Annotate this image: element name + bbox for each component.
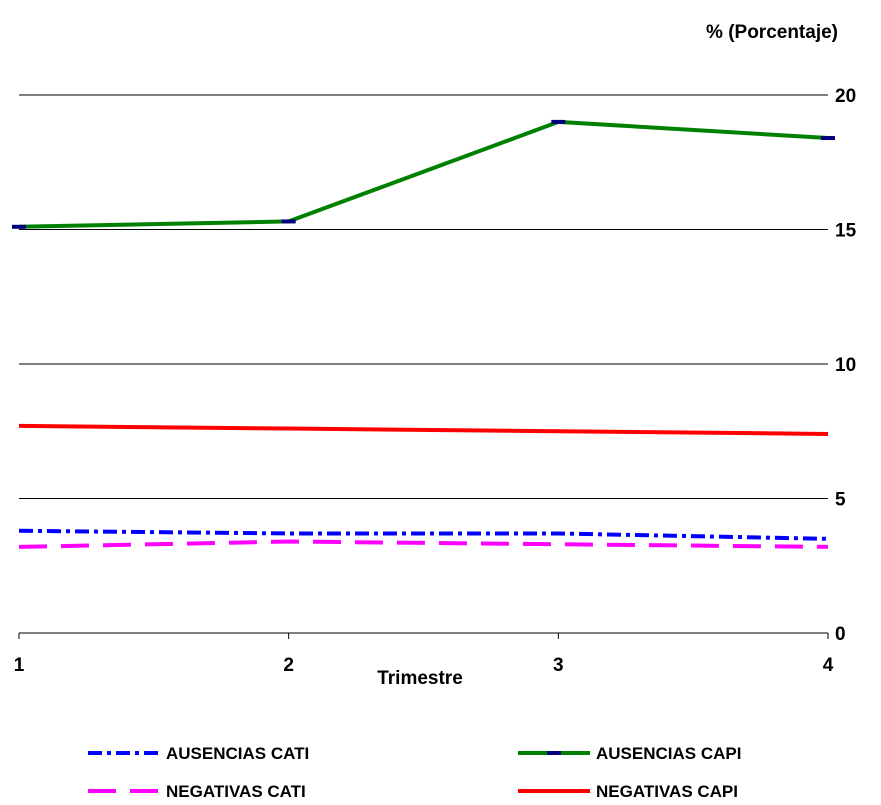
x-tick-label: 3 — [553, 655, 564, 676]
x-axis-title: Trimestre — [377, 668, 463, 689]
series-line — [18, 539, 829, 549]
series-line — [18, 528, 829, 541]
x-axis-ticks: 1 2 3 4 — [14, 633, 834, 676]
series-line — [18, 423, 829, 436]
y-tick-label: 0 — [835, 624, 846, 645]
legend-label: AUSENCIAS CATI — [166, 744, 309, 763]
y-tick-label: 5 — [835, 490, 846, 511]
y-tick-label: 20 — [835, 86, 856, 107]
x-tick-label: 4 — [823, 655, 834, 676]
y-tick-label: 15 — [835, 221, 857, 242]
y-tick-label: 10 — [835, 355, 856, 376]
legend-label: NEGATIVAS CATI — [166, 782, 306, 801]
series-lines — [12, 119, 835, 549]
legend: AUSENCIAS CATI AUSENCIAS CAPI NEGATIVAS CA… — [88, 744, 741, 801]
x-tick-label: 1 — [14, 655, 25, 676]
legend-label: NEGATIVAS CAPI — [596, 782, 738, 801]
x-tick-label: 2 — [283, 655, 294, 676]
legend-label: AUSENCIAS CAPI — [596, 744, 741, 763]
gridlines: 0 5 10 15 20 — [19, 86, 857, 645]
y-axis-title: % (Porcentaje) — [706, 22, 838, 43]
series-line — [18, 119, 829, 229]
